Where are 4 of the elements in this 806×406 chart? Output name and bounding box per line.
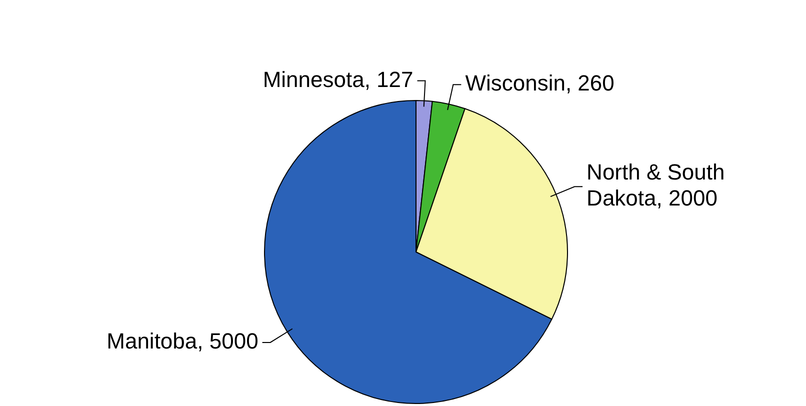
slice-label: Minnesota, 127 — [262, 66, 414, 92]
slice-label: North & South Dakota, 2000 — [586, 160, 725, 211]
slice-label: Wisconsin, 260 — [465, 70, 614, 96]
slice-label: Manitoba, 5000 — [106, 328, 258, 354]
